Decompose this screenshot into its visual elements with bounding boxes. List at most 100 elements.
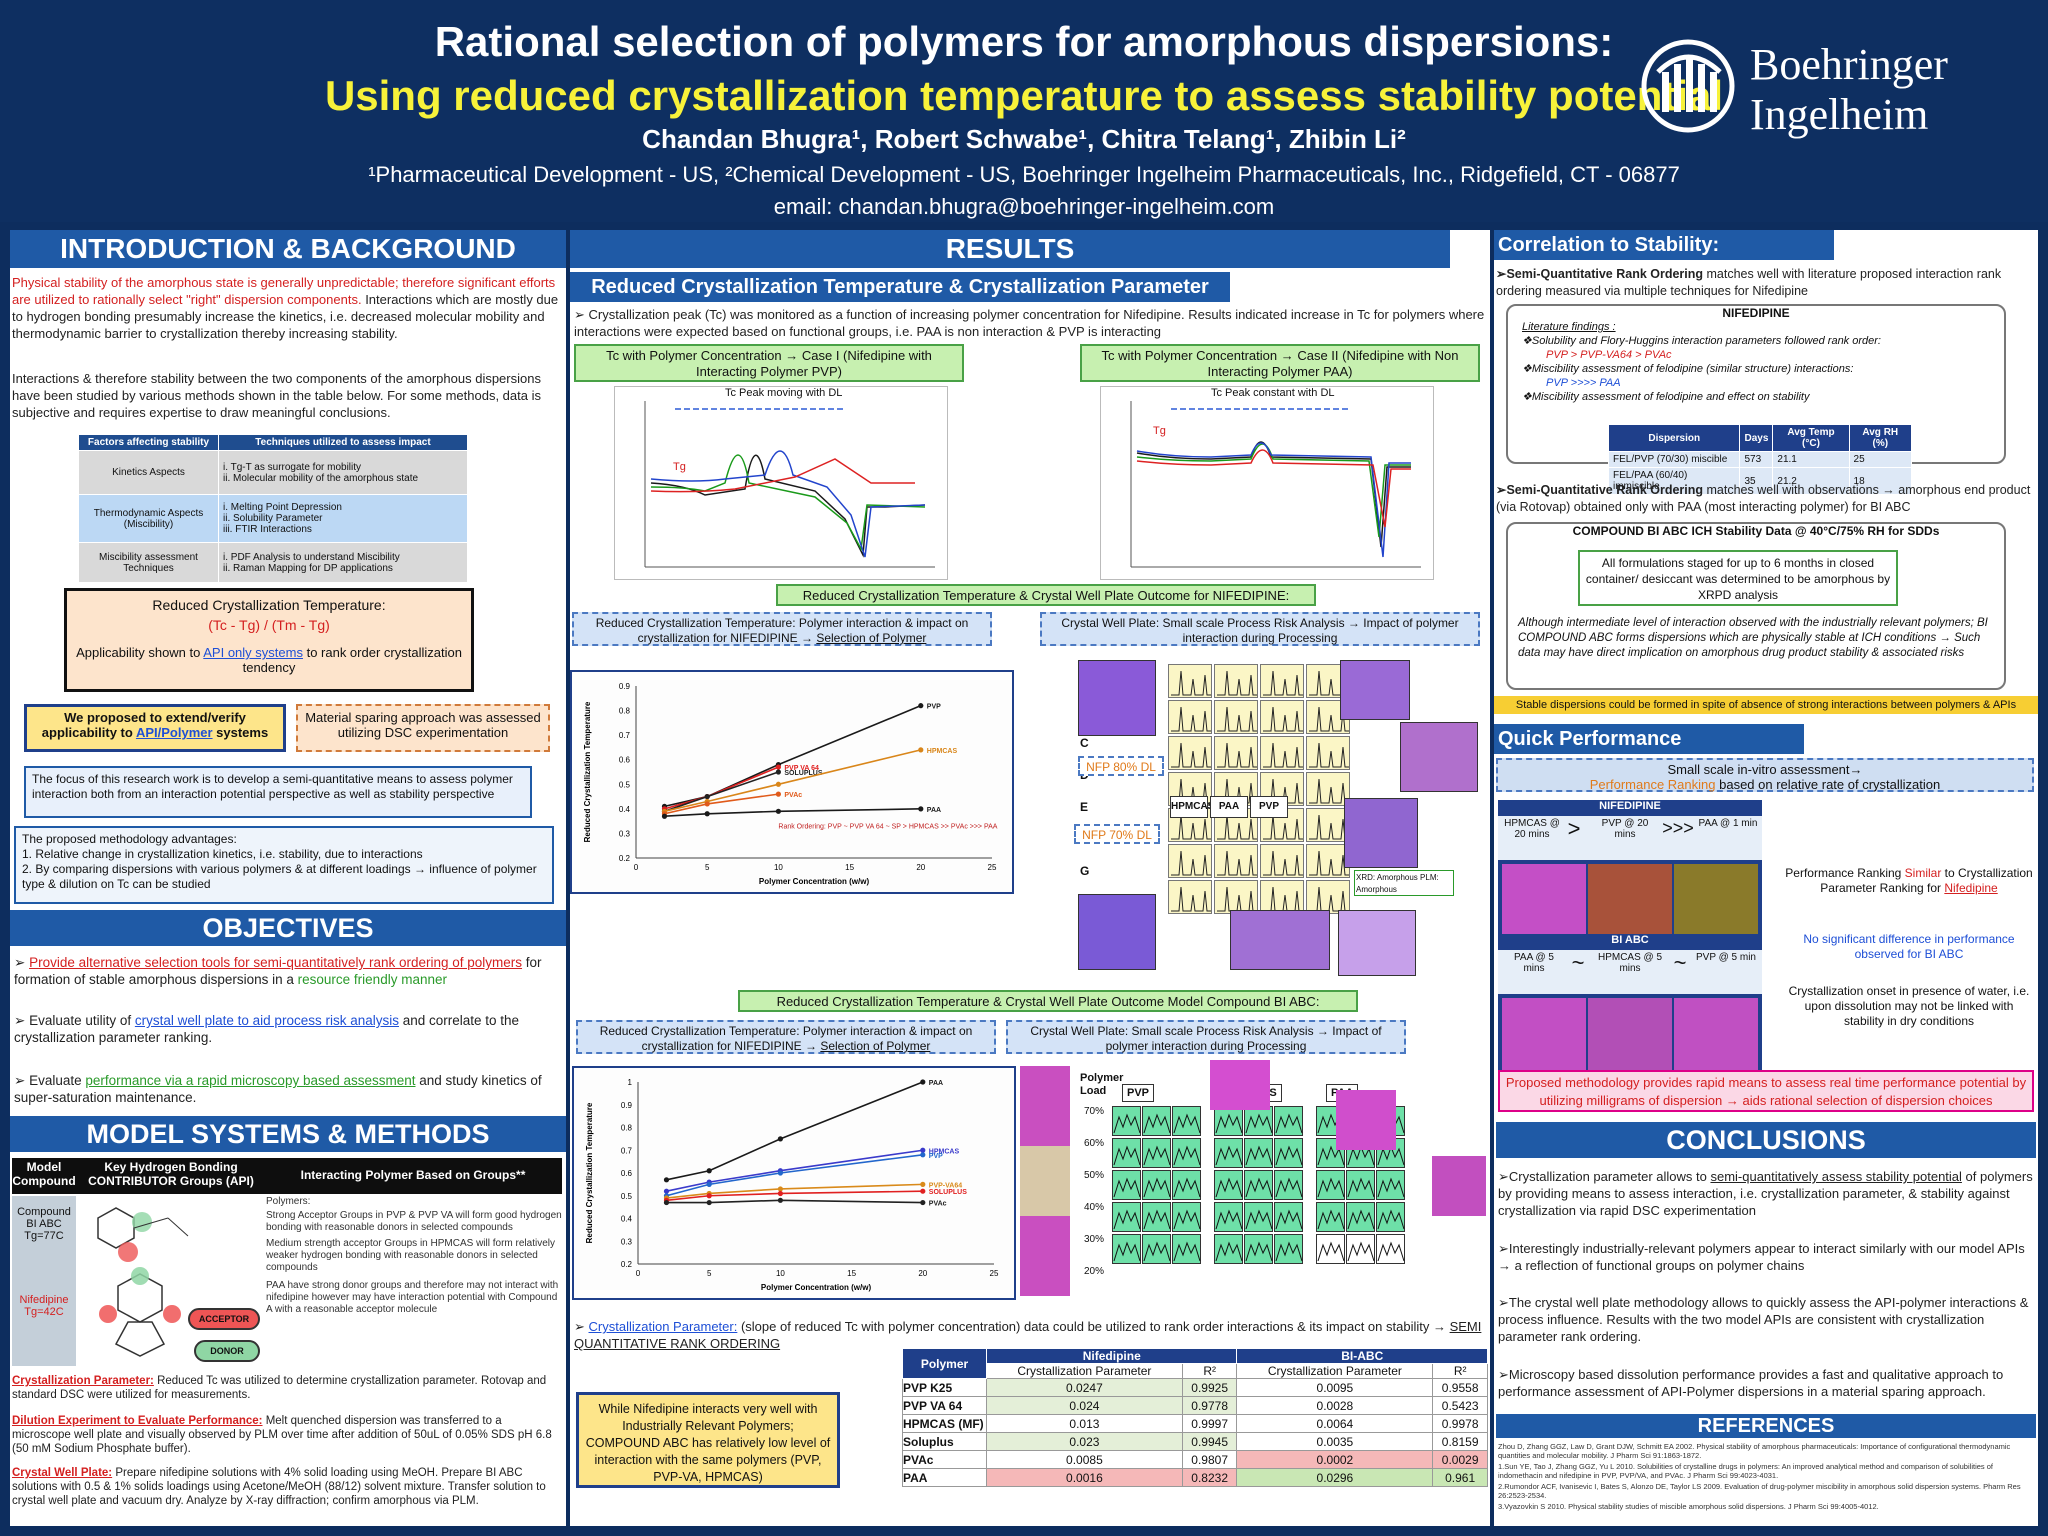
well-cell	[1260, 736, 1304, 770]
well-cell	[1168, 880, 1212, 914]
dsc-curves-2	[1130, 401, 1421, 568]
outcome-nifedipine-label: Reduced Crystallization Temperature & Cr…	[776, 584, 1316, 606]
correlation-heading: Correlation to Stability:	[1494, 230, 1834, 260]
r2-header: R²	[1432, 1363, 1488, 1379]
data-point	[777, 1136, 783, 1142]
series-label: PAA	[929, 1080, 943, 1087]
selection-of-polymer-link[interactable]: Selection of Polymer	[816, 631, 927, 645]
bi-cp-cell: 0.0095	[1236, 1378, 1434, 1397]
plate-row-label: C	[1080, 736, 1089, 750]
series-label: PAA	[927, 807, 941, 814]
tg-label: Tg	[673, 461, 686, 473]
poster-header: Rational selection of polymers for amorp…	[0, 0, 2048, 222]
selection-of-polymer-link-2[interactable]: Selection of Polymer	[820, 1039, 931, 1053]
conclusion-item: ➢Interestingly industrially-relevant pol…	[1498, 1241, 2025, 1273]
data-point	[920, 1188, 926, 1194]
nif-cp-cell: 0.013	[986, 1414, 1183, 1433]
chart-nifedipine-svg: 0 5 10 15 20 25 0.2 0.3 0.4 0.5 0.6 0.7 0.8 0.9 Polyme…	[583, 682, 998, 886]
peak-label: Tc Peak constant with DL	[1211, 387, 1335, 399]
nif-item-label: PAA @ 1 min	[1698, 818, 1758, 829]
well-cell	[1274, 1138, 1303, 1168]
well-cell	[1244, 1234, 1273, 1264]
well-cell	[1244, 1106, 1273, 1136]
intro-heading: INTRODUCTION & BACKGROUND	[10, 230, 566, 268]
no-significant-note: No significant difference in performance…	[1803, 932, 2015, 961]
data-point	[918, 703, 924, 709]
x-tick-label: 5	[705, 863, 710, 872]
api-polymer-link[interactable]: API/Polymer	[135, 725, 213, 740]
data-point	[706, 1168, 712, 1174]
well-cell	[1214, 736, 1258, 770]
data-point	[920, 1152, 926, 1158]
plm-image	[1336, 1090, 1396, 1150]
donor-label: DONOR	[194, 1340, 260, 1362]
nif-item-label: HPMCAS @ 20 mins	[1504, 818, 1560, 840]
stab-cell: 25	[1848, 451, 1913, 468]
well-cell	[1172, 1202, 1201, 1232]
polymer-cell: PVP VA 64	[902, 1396, 987, 1415]
data-point	[777, 1170, 783, 1176]
data-point	[775, 769, 781, 775]
compound-nifedipine: Nifedipine Tg=42C	[19, 1294, 69, 1318]
y-tick-label: 0.9	[619, 682, 631, 691]
while-nifedipine-box: While Nifedipine interacts very well wit…	[576, 1392, 840, 1488]
well-cell	[1376, 1170, 1405, 1200]
plm-image	[1020, 1146, 1070, 1216]
objective-item: ➢ Provide alternative selection tools fo…	[14, 955, 542, 987]
left-column: INTRODUCTION & BACKGROUND Physical stabi…	[10, 230, 566, 1526]
well-cell	[1168, 736, 1212, 770]
well-cell	[1274, 1106, 1303, 1136]
stab-cell: FEL/PAA (60/40) immiscible	[1607, 467, 1741, 495]
rct-title: Reduced Crystallization Temperature:	[152, 597, 386, 613]
x-tick-label: 0	[636, 1269, 641, 1278]
plate-column-label: PAA	[1210, 796, 1248, 818]
data-point	[775, 808, 781, 814]
bi-abc-column-header: BI-ABC	[1236, 1348, 1488, 1364]
well-cell	[1214, 1202, 1243, 1232]
rank-similar-note: Performance Ranking Similar to Crystalli…	[1785, 866, 2033, 895]
nif-r2-cell: 0.9945	[1181, 1432, 1238, 1451]
well-cell	[1142, 1138, 1171, 1168]
tg-label: Tg	[1153, 425, 1166, 437]
factors-table-header: Factors affecting stability	[78, 434, 219, 451]
api-only-link[interactable]: API only systems	[203, 645, 303, 660]
well-cell	[1214, 1170, 1243, 1200]
nif-r2-cell: 0.9778	[1181, 1396, 1238, 1415]
conclusion-item: ➢The crystal well plate methodology allo…	[1498, 1295, 2029, 1344]
dsc-plot-case-1: Tc Peak moving with DL Tg	[614, 386, 948, 580]
well-cell	[1142, 1106, 1171, 1136]
data-point	[777, 1186, 783, 1192]
compound-column: Compound BI ABC Tg=77C Nifedipine Tg=42C	[12, 1196, 76, 1366]
nif-r2-cell: 0.9997	[1181, 1414, 1238, 1433]
factors-table: Factors affecting stability Techniques u…	[78, 434, 468, 583]
series-label: HPMCAS	[927, 748, 958, 755]
nif-cp-cell: 0.0085	[986, 1450, 1183, 1469]
crystal-well-plate-link[interactable]: crystal well plate to aid process risk a…	[134, 1013, 399, 1028]
data-point	[661, 813, 668, 819]
x-tick-label: 5	[707, 1269, 712, 1278]
stability-table: Dispersion Days Avg Temp (°C) Avg RH (%)…	[1607, 424, 1913, 495]
series-label: PVAc	[929, 1201, 947, 1208]
y-tick-label: 0.8	[621, 1124, 633, 1133]
compound-stability-title: COMPOUND BI ABC ICH Stability Data @ 40°…	[1572, 524, 1940, 538]
bi-cp-cell: 0.0064	[1236, 1414, 1434, 1433]
polymer-cell: PAA	[902, 1468, 987, 1487]
polymer-load-label: Polymer Load	[1080, 1072, 1124, 1097]
bi-r2-cell: 0.9558	[1432, 1378, 1488, 1397]
xrd-note: XRD: Amorphous PLM: Amorphous	[1354, 870, 1454, 896]
affiliation: ¹Pharmaceutical Development - US, ²Chemi…	[368, 162, 1680, 187]
well-cell	[1168, 844, 1212, 878]
methods-table-header: Model Compound Key Hydrogen Bonding CONT…	[12, 1158, 562, 1194]
conclusion-item: ➢Crystallization parameter allows to sem…	[1498, 1169, 2033, 1218]
well-cell	[1306, 880, 1350, 914]
data-point	[775, 791, 781, 797]
correlation-text-2: ➢Semi-Quantitative Rank Ordering matches…	[1496, 483, 2031, 514]
well-cell	[1346, 1234, 1375, 1264]
series-line	[666, 1199, 923, 1204]
methods-heading: MODEL SYSTEMS & METHODS	[10, 1116, 566, 1152]
data-point	[777, 1190, 783, 1197]
plate-row-label: E	[1080, 800, 1089, 814]
well-cell	[1376, 1202, 1405, 1232]
polymer-cell: PVAc	[902, 1450, 987, 1469]
bi-r2-cell: 0.961	[1432, 1468, 1488, 1487]
